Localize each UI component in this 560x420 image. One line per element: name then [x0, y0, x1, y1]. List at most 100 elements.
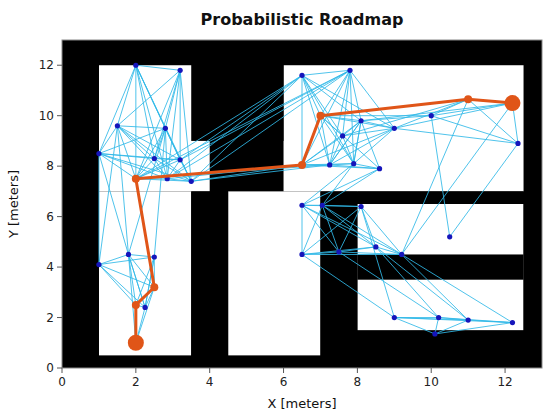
edge [167, 179, 191, 182]
node [299, 252, 304, 257]
edge [402, 254, 468, 320]
edge [154, 128, 165, 257]
edge [302, 205, 361, 206]
end-marker [504, 95, 520, 111]
x-tick [357, 368, 358, 373]
x-tick-label: 4 [206, 375, 214, 389]
edge [361, 207, 402, 255]
edge [322, 205, 376, 247]
node [429, 113, 434, 118]
edge [394, 318, 512, 323]
x-tick-label: 2 [132, 375, 140, 389]
x-tick [135, 368, 136, 373]
edge [98, 154, 99, 265]
node [392, 126, 397, 131]
x-tick-label: 8 [354, 375, 362, 389]
edge [435, 323, 513, 334]
node [515, 141, 520, 146]
node [466, 317, 471, 322]
edge [99, 128, 165, 153]
x-tick [283, 368, 284, 373]
obstacle [524, 40, 542, 368]
edge [165, 128, 167, 178]
edge [99, 154, 136, 179]
x-tick [505, 368, 506, 373]
node [178, 157, 183, 162]
x-tick-label: 0 [58, 375, 66, 389]
node [347, 68, 352, 73]
edge [302, 165, 380, 169]
node [320, 203, 325, 208]
free-area [228, 191, 320, 368]
edge [99, 265, 154, 288]
edge [302, 205, 303, 254]
plot-frame [62, 40, 542, 368]
edge [302, 75, 320, 115]
edge [330, 136, 343, 165]
edge [117, 126, 191, 182]
y-tick [57, 368, 62, 369]
node [133, 63, 138, 68]
free-area [357, 204, 523, 330]
edge [117, 65, 135, 126]
node [432, 331, 437, 336]
x-tick-label: 10 [424, 375, 439, 389]
node [399, 252, 404, 257]
edge [322, 169, 379, 206]
edge [99, 65, 136, 153]
edge [302, 205, 402, 254]
start-marker [128, 335, 144, 351]
node [152, 254, 157, 259]
edge [339, 252, 402, 255]
y-tick [57, 267, 62, 268]
edge [431, 116, 518, 144]
edge [394, 128, 518, 143]
edge [468, 320, 512, 323]
y-tick-label: 8 [46, 159, 54, 173]
node [340, 133, 345, 138]
x-tick [431, 368, 432, 373]
edge [167, 70, 350, 178]
x-tick [209, 368, 210, 373]
y-tick [57, 166, 62, 167]
edge [167, 75, 302, 178]
edge [330, 121, 361, 165]
node [373, 244, 378, 249]
waypoint [298, 161, 306, 169]
x-tick [62, 368, 63, 373]
node [189, 179, 194, 184]
waypoint [132, 301, 140, 309]
edge [191, 70, 350, 181]
node [96, 262, 101, 267]
y-tick [57, 65, 62, 66]
chart: 024681012024681012Probabilistic RoadmapX… [0, 0, 560, 420]
obstacle [62, 40, 542, 65]
edge [302, 164, 354, 206]
node [377, 166, 382, 171]
edge [302, 207, 361, 255]
edge [394, 318, 435, 334]
node [299, 73, 304, 78]
edge [302, 205, 322, 254]
node [178, 68, 183, 73]
node [392, 315, 397, 320]
x-tick-label: 6 [280, 375, 288, 389]
x-tick-label: 12 [497, 375, 512, 389]
node [299, 203, 304, 208]
node [358, 118, 363, 123]
edge [339, 207, 361, 252]
edge [136, 70, 180, 178]
y-tick-label: 2 [46, 311, 54, 325]
edge [136, 65, 180, 70]
obstacle [62, 40, 99, 368]
node [336, 249, 341, 254]
edge [99, 126, 117, 265]
edge [339, 247, 376, 252]
waypoint [464, 95, 472, 103]
waypoint [132, 175, 140, 183]
edge [117, 70, 180, 126]
node [96, 151, 101, 156]
node [510, 320, 515, 325]
waypoint [150, 283, 158, 291]
edge [302, 254, 394, 317]
